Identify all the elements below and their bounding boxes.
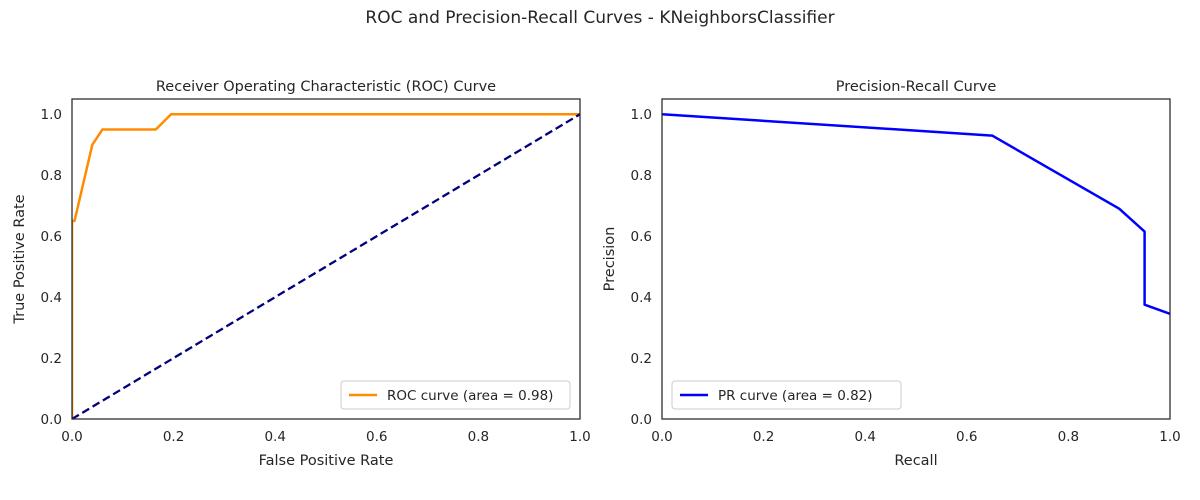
pr-series-curve — [662, 112, 1170, 316]
roc-xlabel: False Positive Rate — [259, 453, 394, 469]
pr-xtick-label: 0.6 — [956, 429, 977, 445]
roc-ytick-label: 1.0 — [41, 107, 62, 123]
pr-ytick-label: 0.2 — [631, 351, 652, 367]
roc-legend-label: ROC curve (area = 0.98) — [387, 388, 553, 404]
pr-xlabel: Recall — [894, 453, 937, 469]
pr-ylabel: Precision — [602, 227, 618, 292]
roc-xtick-label: 0.6 — [366, 429, 387, 445]
roc-ytick-label: 0.4 — [41, 290, 62, 306]
pr-xtick-label: 0.4 — [854, 429, 875, 445]
pr-ytick-label: 0.4 — [631, 290, 652, 306]
pr-title: Precision-Recall Curve — [836, 79, 997, 95]
pr-ytick-label: 1.0 — [631, 107, 652, 123]
roc-ylabel: True Positive Rate — [12, 194, 28, 324]
roc-ytick-label: 0.8 — [41, 168, 62, 184]
roc-ytick-label: 0.0 — [41, 412, 62, 428]
roc-xtick-label: 0.4 — [264, 429, 285, 445]
roc-xtick-label: 0.0 — [61, 429, 82, 445]
roc-panel: Receiver Operating Characteristic (ROC) … — [12, 79, 591, 469]
roc-series-reference-line — [72, 113, 580, 419]
roc-ytick-label: 0.2 — [41, 351, 62, 367]
roc-title: Receiver Operating Characteristic (ROC) … — [156, 79, 496, 95]
pr-ytick-label: 0.8 — [631, 168, 652, 184]
roc-ytick-label: 0.6 — [41, 229, 62, 245]
roc-legend-box — [340, 380, 571, 410]
figure-suptitle: ROC and Precision-Recall Curves - KNeigh… — [365, 8, 834, 28]
roc-xtick-label: 1.0 — [569, 429, 590, 445]
roc-legend: ROC curve (area = 0.98) — [340, 380, 571, 410]
pr-ytick-label: 0.6 — [631, 229, 652, 245]
pr-xtick-label: 0.0 — [651, 429, 672, 445]
pr-legend: PR curve (area = 0.82) — [671, 380, 902, 410]
pr-xtick-label: 0.8 — [1058, 429, 1079, 445]
pr-legend-label: PR curve (area = 0.82) — [718, 388, 873, 404]
pr-xtick-label: 0.2 — [753, 429, 774, 445]
roc-xtick-label: 0.8 — [468, 429, 489, 445]
pr-legend-box — [671, 380, 902, 410]
pr-ytick-label: 0.0 — [631, 412, 652, 428]
pr-axes-frame — [661, 98, 1171, 420]
pr-xtick-label: 1.0 — [1159, 429, 1180, 445]
roc-axes-frame — [71, 98, 581, 420]
pr-panel: Precision-Recall Curve Recall Precision 0.0… — [602, 79, 1181, 469]
roc-xtick-label: 0.2 — [163, 429, 184, 445]
